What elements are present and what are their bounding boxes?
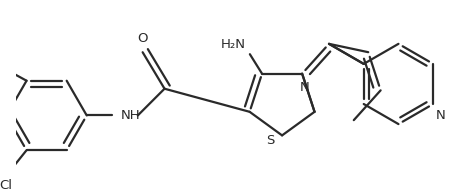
Text: N: N: [436, 109, 445, 122]
Text: O: O: [137, 32, 148, 45]
Text: NH: NH: [121, 109, 140, 122]
Text: Cl: Cl: [0, 179, 13, 191]
Text: H₂N: H₂N: [221, 38, 246, 51]
Text: S: S: [266, 134, 275, 147]
Text: N: N: [300, 81, 309, 94]
